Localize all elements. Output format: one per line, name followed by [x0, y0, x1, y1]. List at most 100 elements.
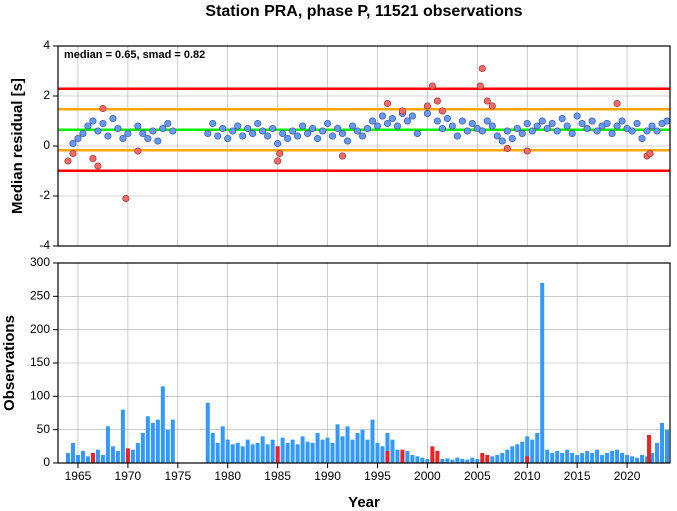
bar: [145, 416, 150, 463]
point: [169, 127, 177, 135]
point: [276, 149, 284, 158]
x-tick-label: 2000: [414, 469, 441, 483]
point: [383, 119, 392, 128]
bar: [220, 426, 225, 463]
y-axis-label: Median residual [s]: [9, 78, 26, 214]
y-tick-label: -4: [39, 238, 50, 252]
bar: [570, 453, 575, 463]
bar: [250, 444, 255, 463]
point: [254, 119, 262, 128]
y-tick-label: 250: [30, 289, 50, 303]
bar: [160, 386, 165, 463]
bar: [260, 436, 265, 463]
point: [646, 149, 654, 158]
point: [279, 129, 287, 138]
point: [264, 132, 272, 140]
bar: [65, 453, 70, 463]
bar: [215, 443, 220, 463]
point: [343, 137, 352, 145]
point: [608, 129, 616, 138]
bar: [620, 453, 625, 463]
point: [134, 122, 142, 130]
bar: [490, 456, 495, 463]
bar: [395, 449, 400, 463]
point: [338, 129, 347, 138]
point: [643, 127, 651, 135]
bar: [110, 446, 115, 463]
point: [119, 134, 127, 143]
x-tick-label: 1995: [364, 469, 391, 483]
point: [144, 134, 152, 143]
x-tick-label: 2010: [514, 469, 541, 483]
bar: [210, 433, 215, 463]
point: [483, 117, 491, 125]
point: [348, 122, 357, 130]
bar: [610, 451, 615, 463]
bar: [445, 458, 450, 463]
point: [358, 132, 367, 140]
bar: [205, 403, 210, 463]
bar: [300, 436, 305, 463]
bar: [330, 443, 335, 463]
point: [319, 127, 327, 135]
point: [593, 127, 601, 135]
bar: [170, 419, 175, 463]
point: [84, 122, 92, 130]
bar: [415, 456, 420, 463]
point: [114, 124, 122, 133]
bar: [520, 441, 525, 463]
bar: [390, 439, 395, 463]
chart-title: Station PRA, phase P, 11521 observations: [205, 3, 522, 20]
bar: [105, 426, 110, 463]
point: [513, 124, 521, 133]
point: [568, 129, 576, 138]
y-tick-label: 0: [43, 455, 50, 469]
bar: [435, 451, 440, 463]
bar: [605, 453, 610, 463]
bar: [165, 429, 170, 463]
point: [94, 127, 102, 135]
point: [463, 127, 471, 135]
bar: [355, 433, 360, 463]
point: [89, 154, 97, 163]
bar: [625, 455, 630, 463]
point: [219, 124, 227, 133]
point: [408, 112, 416, 120]
point: [338, 152, 347, 160]
point: [403, 117, 411, 125]
bar: [595, 449, 600, 463]
point: [563, 122, 571, 130]
bar: [485, 455, 490, 463]
point: [428, 82, 436, 90]
point: [209, 119, 217, 128]
x-tick-label: 1980: [214, 469, 241, 483]
point: [483, 97, 491, 105]
bar: [580, 453, 585, 463]
point: [613, 122, 621, 130]
bar: [470, 457, 475, 463]
bar: [515, 444, 520, 463]
point: [94, 162, 102, 170]
point: [543, 124, 551, 133]
point: [149, 127, 157, 135]
bar: [585, 451, 590, 463]
y-tick-label: -2: [39, 188, 50, 202]
point: [488, 102, 496, 110]
point: [324, 119, 332, 128]
bar: [130, 449, 135, 463]
point: [314, 134, 322, 143]
annotation: median = 0.65, smad = 0.82: [64, 49, 205, 61]
bar: [630, 456, 635, 463]
point: [159, 124, 167, 133]
point: [573, 112, 581, 120]
point: [633, 119, 641, 128]
point: [558, 114, 566, 123]
point: [518, 129, 526, 138]
y-tick-label: 150: [30, 355, 50, 369]
bar: [290, 439, 295, 463]
bar: [455, 457, 460, 463]
point: [329, 132, 337, 140]
point: [488, 122, 496, 130]
bar: [650, 453, 655, 463]
